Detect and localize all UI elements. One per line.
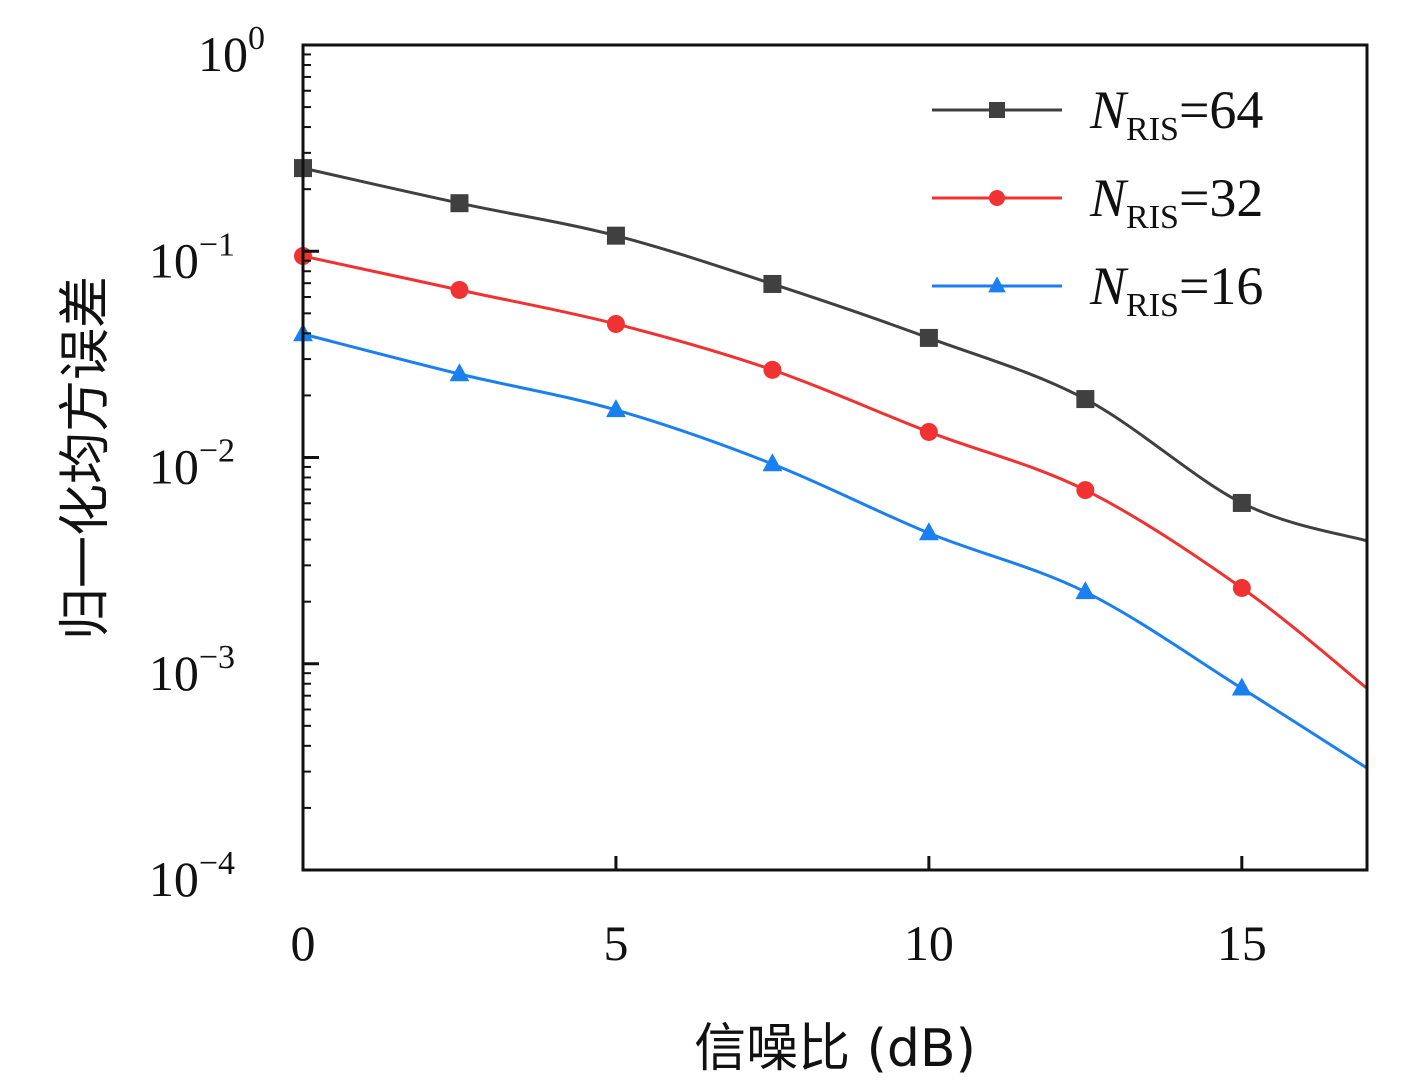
legend-label: NRIS=16 bbox=[1089, 256, 1263, 324]
triangle-marker bbox=[449, 363, 470, 382]
series-line bbox=[302, 254, 1368, 690]
square-marker bbox=[1076, 390, 1095, 409]
legend-label: NRIS=32 bbox=[1089, 168, 1263, 236]
y-tick-label: 10−1 bbox=[149, 226, 235, 288]
circle-marker bbox=[763, 360, 782, 379]
circle-marker bbox=[1232, 578, 1251, 597]
y-tick-label: 10−4 bbox=[149, 845, 235, 907]
y-tick-label: 10−2 bbox=[149, 433, 235, 495]
square-marker bbox=[606, 226, 625, 245]
series-line bbox=[302, 332, 1368, 770]
triangle-marker bbox=[1231, 677, 1252, 696]
legend-label: NRIS=64 bbox=[1089, 80, 1263, 148]
circle-marker bbox=[989, 190, 1005, 206]
square-marker bbox=[989, 102, 1005, 118]
x-tick-label: 0 bbox=[291, 915, 316, 971]
series-N_RIS=64 bbox=[294, 159, 1368, 543]
x-tick-label: 15 bbox=[1217, 915, 1267, 971]
triangle-marker bbox=[988, 276, 1006, 293]
circle-marker bbox=[919, 422, 938, 441]
x-tick-label: 10 bbox=[904, 915, 954, 971]
series-N_RIS=16 bbox=[293, 323, 1368, 770]
y-tick-label: 10−3 bbox=[149, 639, 235, 701]
circle-marker bbox=[1076, 481, 1095, 500]
series-line bbox=[302, 166, 1368, 543]
triangle-marker bbox=[1075, 581, 1096, 600]
square-marker bbox=[763, 274, 782, 293]
triangle-marker bbox=[918, 522, 939, 541]
legend: NRIS=64 NRIS=32 NRIS=16 bbox=[932, 80, 1263, 324]
triangle-marker bbox=[606, 399, 626, 418]
x-tick-label: 5 bbox=[603, 915, 628, 971]
y-axis-title: 归一化均方误差 bbox=[56, 276, 116, 640]
circle-marker bbox=[450, 280, 469, 299]
x-axis-title: 信噪比 (dB) bbox=[694, 1019, 976, 1079]
circle-marker bbox=[606, 314, 625, 333]
triangle-marker bbox=[762, 453, 783, 472]
y-tick-label: 100 bbox=[198, 20, 265, 82]
square-marker bbox=[1232, 493, 1251, 512]
square-marker bbox=[450, 194, 469, 213]
square-marker bbox=[919, 328, 938, 347]
